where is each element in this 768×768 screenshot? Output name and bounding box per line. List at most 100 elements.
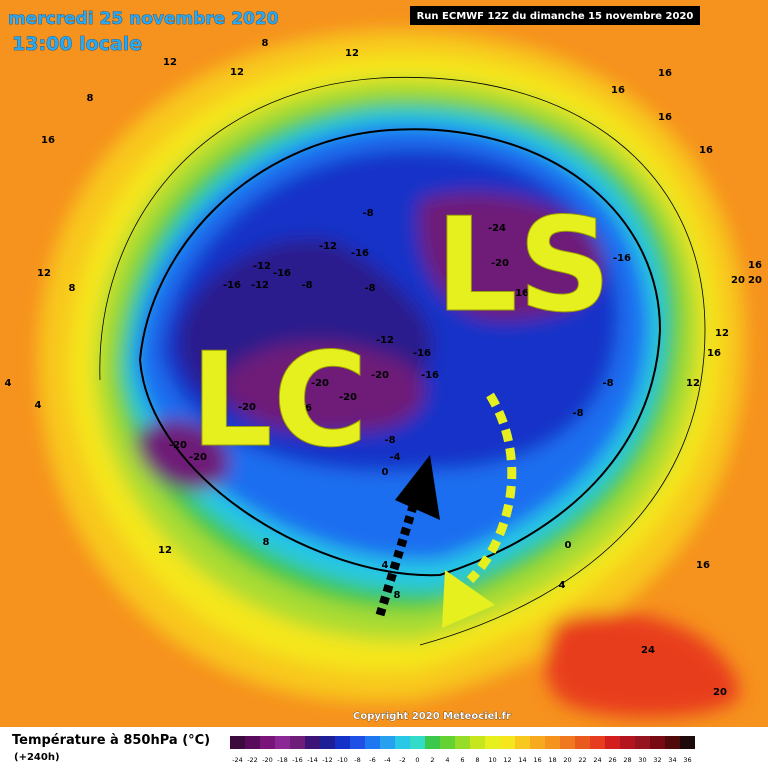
scale-swatch — [500, 736, 515, 749]
scale-label: 14 — [518, 756, 526, 764]
contour-label: -20 — [339, 392, 357, 403]
scale-swatch — [395, 736, 410, 749]
contour-label: 24 — [641, 645, 655, 656]
contour-label: -12 — [319, 241, 337, 252]
contour-label: 0 — [382, 467, 389, 478]
scale-swatch — [275, 736, 290, 749]
contour-label: 12 — [158, 545, 172, 556]
scale-label: 2 — [430, 756, 434, 764]
contour-label: -24 — [488, 223, 506, 234]
contour-label: -16 — [421, 370, 439, 381]
contour-labels: -24-20-16-16-8-12-16-12-16-16 -12 -8 -8-12-… — [5, 38, 762, 698]
contour-label: -20 — [189, 452, 207, 463]
scale-label: 28 — [623, 756, 631, 764]
scale-swatch — [680, 736, 695, 749]
contour-label: -16 — [613, 253, 631, 264]
scale-label: 26 — [608, 756, 616, 764]
scale-swatch — [425, 736, 440, 749]
scale-label: -16 — [292, 756, 303, 764]
scale-swatch — [455, 736, 470, 749]
scale-swatch — [440, 736, 455, 749]
contour-label: 12 — [230, 67, 244, 78]
contour-label: 16 — [658, 68, 672, 79]
contour-label: 16 — [658, 112, 672, 123]
scale-label: -14 — [307, 756, 318, 764]
contour-label: -24 — [299, 352, 317, 363]
contour-label: -20 — [371, 370, 389, 381]
contour-label: -8 — [384, 435, 395, 446]
contour-label: 8 — [87, 93, 94, 104]
scale-swatch — [260, 736, 275, 749]
contour-label: -8 — [362, 208, 373, 219]
contour-label: -8 — [364, 283, 375, 294]
contour-label: -16 — [351, 248, 369, 259]
scale-swatch — [665, 736, 680, 749]
contour-label: 12 — [37, 268, 51, 279]
scale-label: -24 — [232, 756, 243, 764]
contour-label: 16 — [611, 85, 625, 96]
scale-swatch — [350, 736, 365, 749]
scale-label: 4 — [445, 756, 449, 764]
scale-swatch — [410, 736, 425, 749]
region-label: LS — [435, 189, 611, 341]
scale-label: 18 — [548, 756, 556, 764]
scale-label: 24 — [593, 756, 601, 764]
contour-label: -8 — [602, 378, 613, 389]
scale-swatch — [305, 736, 320, 749]
scale-label: -8 — [354, 756, 360, 764]
scale-swatch — [335, 736, 350, 749]
scale-label: 32 — [653, 756, 661, 764]
region-label: LC — [190, 324, 368, 476]
scale-label: -20 — [262, 756, 273, 764]
date: mercredi 25 novembre 2020 — [8, 9, 279, 29]
copyright: Copyright 2020 Meteociel.fr — [353, 711, 511, 722]
scale-label: 6 — [460, 756, 464, 764]
contour-label: -20 — [491, 258, 509, 269]
contour-label: 16 — [699, 145, 713, 156]
scale-swatch — [545, 736, 560, 749]
scale-label: -2 — [399, 756, 405, 764]
contour-label: 8 — [69, 283, 76, 294]
contour-label: -16 — [273, 268, 291, 279]
contour-label: 20 — [748, 275, 762, 286]
scale-swatch — [365, 736, 380, 749]
scale-swatch — [245, 736, 260, 749]
legend-title: Température à 850hPa (°C) — [12, 733, 210, 748]
contour-label: -20 — [311, 378, 329, 389]
contour-label: 16 — [41, 135, 55, 146]
arrows — [375, 392, 517, 628]
contour-label: 16 — [707, 348, 721, 359]
scale-label: 36 — [683, 756, 691, 764]
scale-label: 12 — [503, 756, 511, 764]
scale-swatch — [605, 736, 620, 749]
scale-swatch — [560, 736, 575, 749]
contour-label: 12 — [163, 57, 177, 68]
contour-label: 8 — [263, 537, 270, 548]
contour-label: 16 — [696, 560, 710, 571]
temperature-field — [0, 0, 768, 727]
scale-label: 10 — [488, 756, 496, 764]
lead-time: (+240h) — [14, 752, 60, 763]
contour-label: 12 — [345, 48, 359, 59]
scale-swatch — [620, 736, 635, 749]
scale-label: 8 — [475, 756, 479, 764]
contour-label: -16 — [511, 288, 529, 299]
contour-label: -12 — [251, 280, 269, 291]
contour-label: -8 — [301, 280, 312, 291]
scale-label: 22 — [578, 756, 586, 764]
scale-label: -12 — [322, 756, 333, 764]
contour-label: -8 — [572, 408, 583, 419]
contour-label: 4 — [5, 378, 12, 389]
scale-label: -10 — [337, 756, 348, 764]
run-box — [410, 6, 700, 25]
contour-label: 4 — [382, 560, 389, 571]
run: Run ECMWF 12Z du dimanche 15 novembre 20… — [417, 11, 694, 22]
time: 13:00 locale — [12, 33, 142, 55]
contour-label: 0 — [565, 540, 572, 551]
contour-label: 12 — [686, 378, 700, 389]
contour-label: -20 — [238, 402, 256, 413]
contour-label: -12 — [376, 335, 394, 346]
scale-swatch — [575, 736, 590, 749]
scale-swatch — [590, 736, 605, 749]
